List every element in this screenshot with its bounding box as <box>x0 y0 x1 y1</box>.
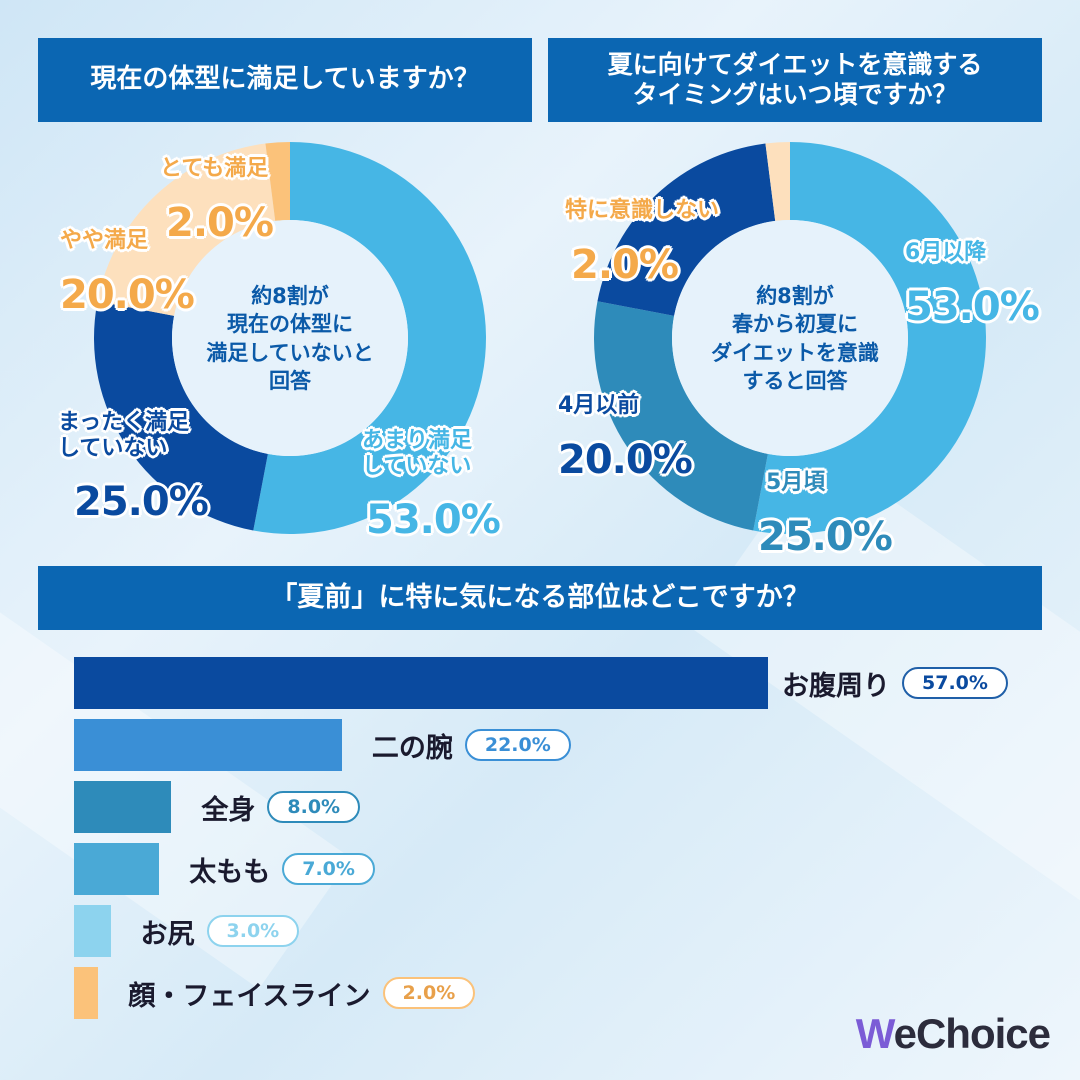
bar-4 <box>74 905 111 957</box>
donut1-label-value-1: 25.0% <box>74 479 209 526</box>
donut1-label-slice-0: あまり満足 していない 53.0% <box>362 410 501 562</box>
bar-value-badge: 22.0% <box>464 729 571 761</box>
bar-category-label: 全身 <box>201 794 256 826</box>
donut1-label-value-2: 20.0% <box>60 272 195 319</box>
donut1-label-slice-2: やや満足 20.0% <box>60 210 195 336</box>
donut2-label-name-0: 6月以降 <box>905 240 987 266</box>
donut2-label-name-3: 特に意識しない <box>565 198 720 224</box>
donut1-label-name-0: あまり満足 していない <box>362 428 473 479</box>
donut1-center-text: 約8割が 現在の体型に 満足していないと 回答 <box>206 284 374 394</box>
donut1-label-value-0: 53.0% <box>366 497 501 544</box>
bar-row: お腹周り 57.0% <box>74 657 1008 709</box>
bar-row: 全身 8.0% <box>74 781 361 833</box>
donut1-slice-1 <box>93 301 268 531</box>
bar-value-badge: 7.0% <box>282 853 375 885</box>
bar-category-label: 二の腕 <box>371 732 453 764</box>
donut1-label-name-2: やや満足 <box>60 228 149 254</box>
donut1-slice-2 <box>97 143 276 316</box>
bar-row: 顔・フェイスライン 2.0% <box>74 967 476 1019</box>
bar-2 <box>74 781 172 833</box>
donut2-label-value-0: 53.0% <box>905 284 1040 331</box>
bar-row: お尻 3.0% <box>74 905 300 957</box>
donut2-hole <box>672 220 908 456</box>
donut1-label-name-3: とても満足 <box>160 156 269 182</box>
donut1-label-value-3: 2.0% <box>166 200 274 247</box>
donut2-label-value-2: 20.0% <box>558 437 693 484</box>
donut1-hole <box>172 220 408 456</box>
donut1-label-name-1: まったく満足 していない <box>58 410 190 461</box>
bar-category-label: お尻 <box>140 918 195 950</box>
donut2-label-name-2: 4月以前 <box>558 393 640 419</box>
donut2-label-value-3: 2.0% <box>571 242 679 289</box>
donut2-slice-0 <box>753 142 986 534</box>
bar-5 <box>74 967 99 1019</box>
wechoice-logo: WeChoice <box>855 1010 1051 1057</box>
donut2-slice-2 <box>597 143 776 316</box>
donut1-label-slice-1: まったく満足 していない 25.0% <box>58 392 209 544</box>
donut2-label-slice-1: 5月頃 25.0% <box>758 452 893 578</box>
bar-chart-title: 「夏前」に特に気になる部位はどこですか？ <box>38 566 1042 630</box>
donut2-label-slice-3: 特に意識しない 2.0% <box>565 180 719 306</box>
donut2-label-value-1: 25.0% <box>758 514 893 561</box>
donut1-slice-0 <box>253 142 486 534</box>
donut2-title: 夏に向けてダイエットを意識する タイミングはいつ頃ですか？ <box>548 38 1042 122</box>
bar-0 <box>74 657 768 709</box>
donut1-title: 現在の体型に満足していますか？ <box>38 38 532 122</box>
bar-row: 太もも 7.0% <box>74 843 375 895</box>
bar-3 <box>74 843 160 895</box>
bar-value-badge: 57.0% <box>902 667 1008 699</box>
donut2-slice-1 <box>594 301 768 531</box>
bar-category-label: 顔・フェイスライン <box>128 980 371 1012</box>
bar-value-badge: 8.0% <box>267 791 361 823</box>
donut2-slice-3 <box>765 142 790 221</box>
bar-value-badge: 3.0% <box>206 915 300 947</box>
donut2-label-slice-0: 6月以降 53.0% <box>905 222 1040 348</box>
donut2-center-text: 約8割が 春から初夏に ダイエットを意識 すると回答 <box>711 284 879 394</box>
donut2-label-name-1: 5月頃 <box>766 470 826 496</box>
donut1-label-slice-3: とても満足 2.0% <box>160 138 274 264</box>
bar-1 <box>74 719 342 771</box>
bar-row: 二の腕 22.0% <box>74 719 571 771</box>
donut2-label-slice-2: 4月以前 20.0% <box>558 375 693 501</box>
bar-category-label: 太もも <box>189 856 271 888</box>
bar-value-badge: 2.0% <box>382 977 476 1009</box>
donut1-slice-3 <box>265 142 290 221</box>
bar-category-label: お腹周り <box>782 670 890 702</box>
